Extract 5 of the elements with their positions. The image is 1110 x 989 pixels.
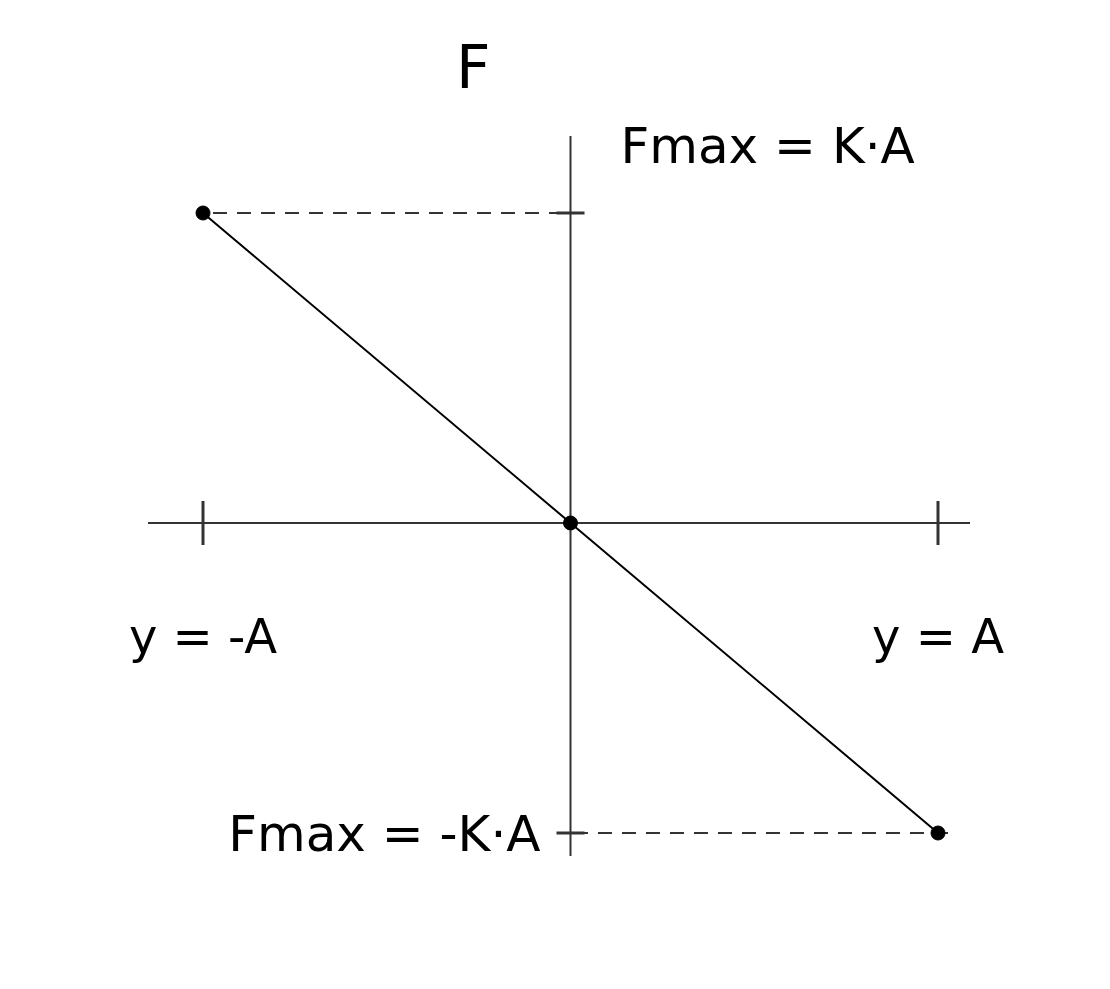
annotation: Fmax = -K·A xyxy=(228,805,541,863)
x-tick-label: y = A xyxy=(872,608,1005,664)
x-tick-label: y = -A xyxy=(128,608,278,664)
text: Fmax = K·A xyxy=(620,117,915,175)
text: F xyxy=(455,32,491,102)
